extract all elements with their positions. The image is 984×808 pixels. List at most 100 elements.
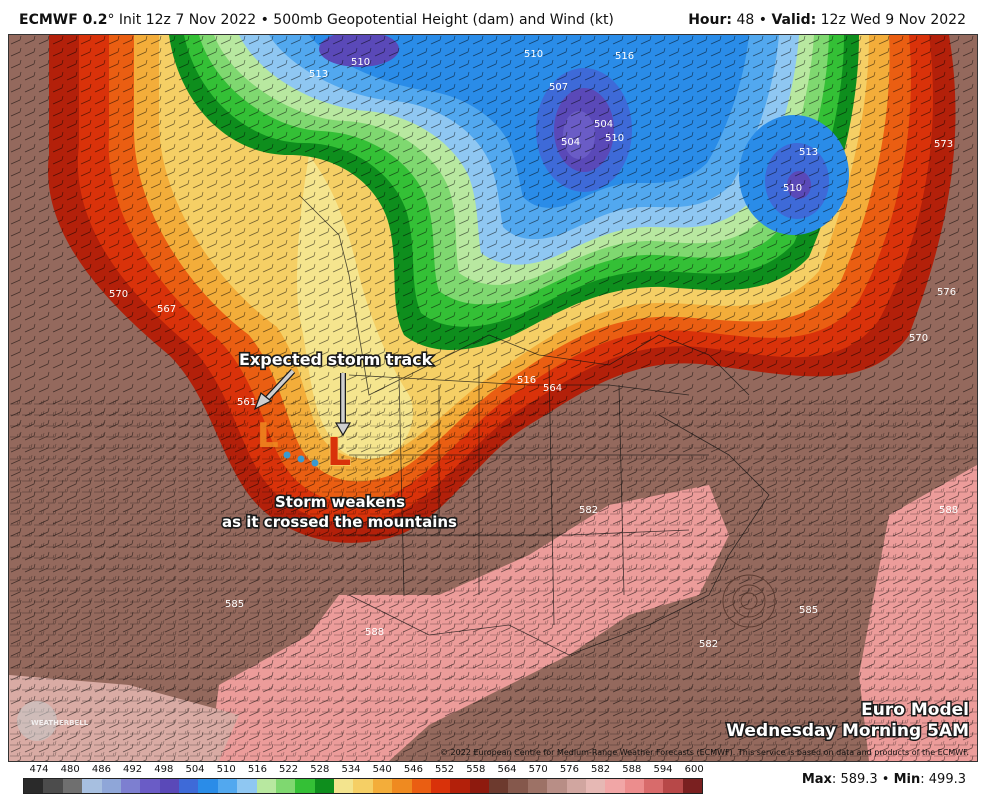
legend-swatch (334, 779, 354, 793)
legend-swatch (392, 779, 412, 793)
contour-label: 576 (937, 287, 956, 298)
forecast-map: 510 513 510 507 504 516 510 504 510 513 … (8, 34, 978, 762)
legend-label: 480 (60, 764, 80, 775)
legend-label: 582 (591, 764, 611, 775)
legend-swatch (663, 779, 683, 793)
contour-label: 573 (934, 139, 953, 150)
legend-swatch (527, 779, 548, 793)
logo-text: WEATHERBELL (31, 719, 89, 727)
legend-swatch (24, 779, 44, 793)
legend-swatch (644, 779, 664, 793)
legend-label: 570 (528, 764, 548, 775)
weakens-line2: as it crossed the mountains (222, 513, 457, 531)
legend-label: 558 (466, 764, 486, 775)
model-name: ECMWF 0.2 (19, 12, 108, 28)
legend-swatch (314, 779, 334, 793)
contour-label: 510 (524, 49, 543, 60)
contour-label: 585 (799, 605, 818, 616)
caption-line2: Wednesday Morning 5AM (726, 721, 969, 741)
map-svg: 510 513 510 507 504 516 510 504 510 513 … (9, 35, 977, 761)
field-name: 500mb Geopotential Height (dam) and Wind… (273, 12, 614, 28)
legend-label: 510 (216, 764, 236, 775)
legend-label: 516 (247, 764, 267, 775)
valid-value: 12z Wed 9 Nov 2022 (820, 12, 966, 28)
max-label: Max (801, 772, 832, 787)
valid-label: Valid: (771, 12, 817, 28)
contour-label: 510 (783, 183, 802, 194)
legend-swatch (547, 779, 567, 793)
contour-label: 516 (615, 51, 634, 62)
legend-swatch (275, 779, 296, 793)
legend-label: 504 (185, 764, 205, 775)
contour-label: 570 (909, 333, 928, 344)
legend-label: 522 (279, 764, 299, 775)
legend-swatch (179, 779, 199, 793)
color-legend: 474 480 486 492 498 504 510 516 522 528 534 540 546 5… (23, 764, 704, 796)
legend-label: 588 (622, 764, 642, 775)
track-title: Expected storm track (239, 350, 433, 369)
contour-label: 516 (517, 375, 536, 386)
contour-label: 564 (543, 383, 562, 394)
legend-swatch (372, 779, 393, 793)
legend-label: 600 (684, 764, 704, 775)
contour-label: 504 (561, 137, 580, 148)
copyright-notice: © 2022 European Centre for Medium-Range … (440, 748, 969, 757)
valid-time: Hour: 48 • Valid: 12z Wed 9 Nov 2022 (688, 12, 966, 28)
legend-swatch (585, 779, 606, 793)
legend-label: 564 (497, 764, 517, 775)
legend-swatch (624, 779, 644, 793)
legend-label: 486 (91, 764, 111, 775)
track-dot (311, 459, 319, 467)
legend-label: 576 (559, 764, 579, 775)
contour-label: 588 (939, 505, 958, 516)
stats-bullet: • (881, 772, 890, 787)
legend-swatch (566, 779, 586, 793)
storm-annotation: Expected storm track L L Storm weakens a… (220, 348, 458, 532)
legend-swatch (217, 779, 238, 793)
low-letter: L (327, 430, 351, 474)
min-value: 499.3 (928, 772, 966, 787)
legend-swatch (140, 779, 160, 793)
header-title: ECMWF 0.2° Init 12z 7 Nov 2022 • 500mb G… (19, 12, 614, 28)
legend-label: 474 (29, 764, 49, 775)
legend-label: 594 (653, 764, 673, 775)
legend-swatch (469, 779, 489, 793)
init-time: Init 12z 7 Nov 2022 (118, 12, 257, 28)
legend-swatch (82, 779, 102, 793)
contour-label: 513 (309, 69, 328, 80)
hour-label: Hour: (688, 12, 732, 28)
legend-swatch (256, 779, 276, 793)
legend-swatch (120, 779, 141, 793)
weakens-line1: Storm weakens (275, 493, 405, 511)
contour-label: 585 (225, 599, 244, 610)
legend-labels: 474 480 486 492 498 504 510 516 522 528 534 540 546 5… (23, 764, 703, 778)
contour-label: 582 (699, 639, 718, 650)
legend-label: 552 (435, 764, 455, 775)
legend-label: 528 (310, 764, 330, 775)
legend-swatch (43, 779, 63, 793)
legend-swatch (295, 779, 315, 793)
legend-swatch (198, 779, 218, 793)
header-bullet-2: • (758, 12, 767, 28)
legend-swatch (159, 779, 179, 793)
legend-label: 540 (372, 764, 392, 775)
track-dot (297, 455, 305, 463)
field-stats: Max: 589.3 • Min: 499.3 (801, 772, 966, 787)
contour-label: 570 (109, 289, 128, 300)
legend-swatches (23, 778, 703, 794)
legend-label: 492 (123, 764, 143, 775)
contour-label: 510 (605, 133, 624, 144)
contour-label: 567 (157, 304, 176, 315)
legend-swatch (450, 779, 470, 793)
contour-label: 561 (237, 397, 256, 408)
contour-labels: 510 513 510 507 504 516 510 504 510 513 … (109, 49, 958, 650)
legend-swatch (682, 779, 703, 793)
legend-swatch (101, 779, 121, 793)
contour-label: 510 (351, 57, 370, 68)
header-bullet: • (260, 12, 269, 28)
caption-line1: Euro Model (861, 700, 969, 720)
contour-label: 582 (579, 505, 598, 516)
legend-swatch (237, 779, 257, 793)
contour-label: 513 (799, 147, 818, 158)
track-dot (283, 451, 291, 459)
